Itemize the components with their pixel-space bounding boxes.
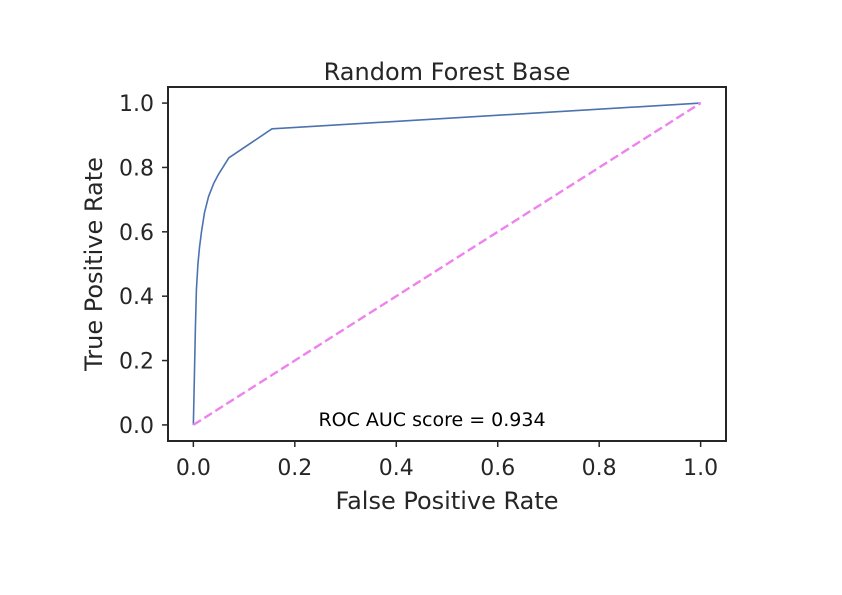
x-tick-label: 0.8 <box>582 456 617 481</box>
x-tick-label: 0.6 <box>480 456 515 481</box>
y-tick-label: 0.0 <box>119 414 154 439</box>
series-layer <box>192 102 702 426</box>
y-tick-label: 1.0 <box>119 92 154 117</box>
y-tick-label: 0.2 <box>119 350 154 375</box>
x-tick-label: 0.0 <box>176 456 211 481</box>
x-tick-label: 0.4 <box>379 456 414 481</box>
x-axis-ticks: 0.0 0.2 0.4 0.6 0.8 1.0 <box>176 441 718 481</box>
y-tick-label: 0.6 <box>119 221 154 246</box>
roc-curve-line <box>192 102 701 425</box>
y-tick-label: 0.8 <box>119 156 154 181</box>
y-axis-label: True Positive Rate <box>80 157 108 372</box>
chance-diagonal-line <box>192 102 702 426</box>
y-tick-label: 0.4 <box>119 285 154 310</box>
chart-title: Random Forest Base <box>324 58 571 86</box>
plot-frame <box>167 86 727 442</box>
y-axis-ticks: 0.0 0.2 0.4 0.6 0.8 1.0 <box>119 92 168 439</box>
x-tick-label: 1.0 <box>683 456 718 481</box>
x-axis-label: False Positive Rate <box>335 487 558 515</box>
x-tick-label: 0.2 <box>277 456 312 481</box>
auc-score-annotation: ROC AUC score = 0.934 <box>318 409 545 431</box>
